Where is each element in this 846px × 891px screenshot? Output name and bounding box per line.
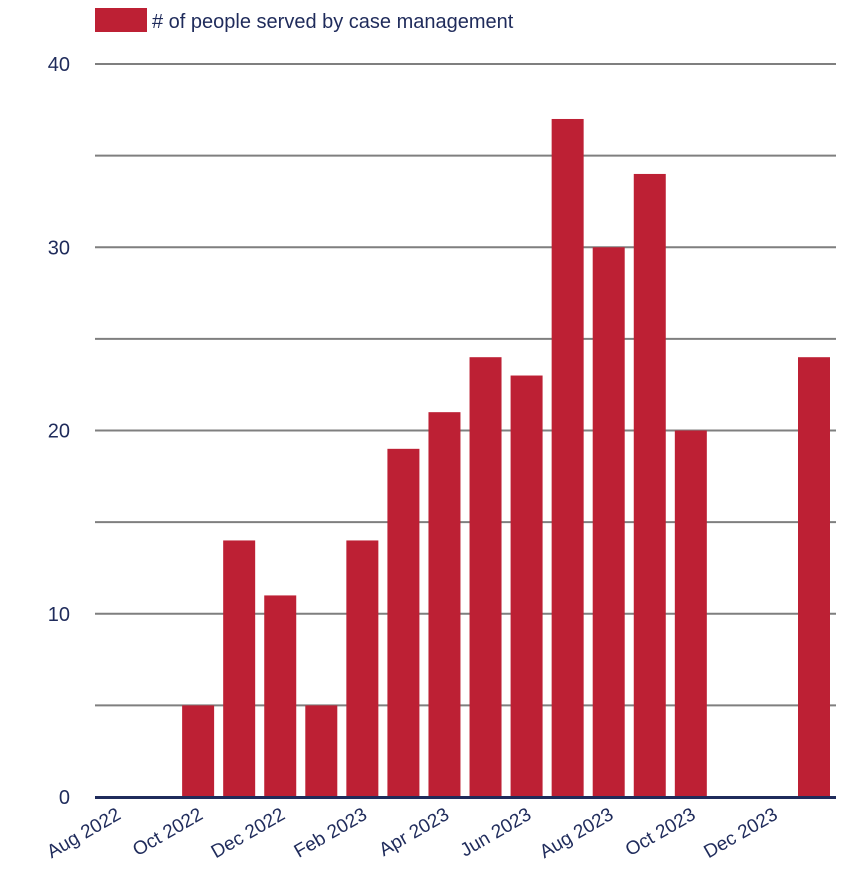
x-tick-label-0: Aug 2022	[44, 804, 125, 863]
bar-4	[264, 595, 297, 797]
x-tick-label-5: Jun 2023	[457, 804, 535, 861]
bar-9	[469, 357, 502, 797]
x-tick-label-8: Dec 2023	[700, 804, 781, 863]
bar-13	[633, 173, 666, 797]
x-tick-label-4: Apr 2023	[376, 804, 453, 861]
bar-10	[510, 375, 543, 797]
bar-8	[428, 412, 461, 797]
bars	[182, 118, 830, 798]
x-tick-label-6: Aug 2023	[536, 804, 617, 863]
x-axis-ticks: Aug 2022 Oct 2022 Dec 2022 Feb 2023 Apr 2023…	[44, 804, 782, 863]
legend: # of people served by case management	[95, 8, 514, 33]
bar-11	[551, 118, 584, 798]
bar-12	[592, 247, 625, 797]
x-tick-label-2: Dec 2022	[208, 804, 289, 863]
y-tick-label-1: 10	[48, 604, 70, 626]
y-tick-label-2: 20	[48, 421, 70, 443]
bar-17	[798, 357, 830, 797]
y-tick-label-0: 0	[59, 787, 70, 809]
y-axis-ticks: 0 10 20 30 40	[48, 54, 70, 809]
legend-label: # of people served by case management	[152, 11, 514, 33]
legend-swatch	[95, 8, 147, 32]
gridlines	[95, 63, 836, 707]
bar-6	[346, 540, 379, 797]
x-tick-label-7: Oct 2023	[622, 804, 699, 861]
x-tick-label-3: Feb 2023	[291, 804, 371, 862]
bar-5	[305, 705, 338, 797]
bar-14	[674, 430, 707, 797]
bar-2	[182, 705, 215, 797]
x-tick-label-1: Oct 2022	[129, 804, 206, 861]
bar-7	[387, 448, 420, 797]
y-tick-label-4: 40	[48, 54, 70, 76]
y-tick-label-3: 30	[48, 237, 70, 259]
bar-3	[223, 540, 256, 797]
